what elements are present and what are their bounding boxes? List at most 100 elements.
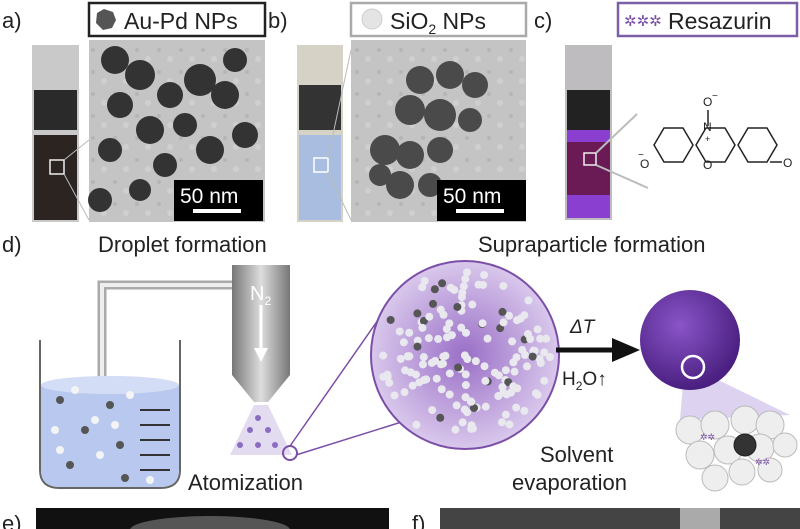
zoom-box (583, 152, 597, 166)
nozzle-tip (232, 375, 290, 402)
au-pd-particle (438, 279, 447, 288)
resazurin-structure (653, 110, 782, 163)
silica-particle (458, 418, 467, 427)
panel-f-highlight (680, 508, 720, 529)
silica-particle (468, 424, 477, 433)
silica-particle (533, 390, 542, 399)
au-pd-particle (386, 315, 395, 324)
silica-particle (508, 337, 517, 346)
silica-particle (536, 334, 545, 343)
silica-particle (483, 334, 492, 343)
silica-particle (461, 370, 470, 379)
silica-particle (533, 325, 542, 334)
evaporation-label: evaporation (512, 470, 627, 495)
silica-particle (379, 351, 388, 360)
silica-particle (403, 352, 412, 361)
au-pd-particle (496, 324, 505, 333)
resazurin-marker: ✲✲ (755, 457, 770, 467)
silica-particle (413, 336, 422, 345)
au-pd-particle (454, 363, 463, 372)
cuvette-cap-shadow (34, 90, 77, 130)
silica-particle (540, 348, 549, 357)
silica-particle (432, 374, 441, 383)
cuvette-cap-shadow (299, 85, 341, 130)
spray-droplets (237, 415, 278, 448)
panel-a-label: a) (2, 8, 22, 33)
silica-particle (419, 353, 428, 362)
au-pd-particle (498, 307, 507, 316)
silica-particle (505, 311, 514, 320)
zoom-line (327, 171, 352, 221)
silica-particle (415, 378, 424, 387)
supraparticle (640, 290, 740, 390)
silica-particle (480, 362, 489, 371)
silica-particle (467, 397, 476, 406)
silica-particle (445, 369, 454, 378)
silica-particle (481, 376, 490, 385)
cuvette-liquid (299, 135, 341, 220)
silica-particle (507, 388, 516, 397)
silica-particle (498, 383, 507, 392)
liquid-surface (41, 376, 179, 394)
panel-b: b) SiO2 NPs 50 nm (268, 1, 528, 222)
panel-b-label: b) (268, 8, 288, 33)
charge-plus: + (705, 134, 710, 144)
panel-a: a) Au-Pd NPs 50 nm (2, 1, 267, 222)
cuvette-bottom (567, 195, 610, 218)
silica-particle (459, 282, 468, 291)
silica-particle (445, 390, 454, 399)
au-pd-particle (430, 285, 439, 294)
cuvette-liquid (34, 135, 77, 220)
silica-particle (497, 418, 506, 427)
supraparticle-cross-section (675, 405, 798, 492)
au-pd-particle (436, 413, 445, 422)
silica-particle (461, 393, 470, 402)
silica-particle (412, 420, 421, 429)
beaker-particles (51, 386, 154, 484)
sio2-particles (369, 61, 488, 199)
atomization-label: Atomization (188, 470, 303, 495)
silica-particle (501, 410, 510, 419)
silica-particle (458, 288, 467, 297)
silica-particle (385, 378, 394, 387)
delta-t-label: ΔT (569, 317, 596, 338)
silica-particle (461, 381, 470, 390)
au-pd-particle (413, 309, 422, 318)
silica-particle (523, 330, 532, 339)
panel-f-label: f) (412, 511, 425, 529)
silica-particle (418, 360, 427, 369)
resazurin-legend-text: Resazurin (668, 8, 772, 34)
silica-particle (420, 276, 429, 285)
panel-d-label: d) (2, 232, 22, 257)
silica-particle (450, 285, 459, 294)
water-label: H2O↑ (562, 369, 607, 393)
silica-particle (540, 376, 549, 385)
silica-particle (520, 311, 529, 320)
atom-o-left: O (640, 157, 649, 171)
silica-particle (513, 384, 522, 393)
silica-particle (460, 405, 469, 414)
silica-particle (478, 319, 487, 328)
silica-particle (408, 381, 417, 390)
au-pd-particle (469, 403, 478, 412)
gas-flow-arrowhead (254, 348, 268, 362)
silica-particle (524, 296, 533, 305)
silica-particle (499, 281, 508, 290)
silica-particle (512, 353, 521, 362)
scale-bar-label: 50 nm (180, 185, 238, 208)
silica-particle (383, 370, 392, 379)
silica-particle (463, 268, 472, 277)
silica-particle (443, 333, 452, 342)
silica-particle (425, 312, 434, 321)
resazurin-icon: ✲✲✲ (624, 13, 662, 30)
silica-particle (401, 366, 410, 375)
silica-particle (427, 358, 436, 367)
au-pd-particle (453, 302, 462, 311)
solvent-label: Solvent (540, 442, 613, 467)
beaker-graduations (140, 409, 170, 471)
zoom-line (595, 164, 649, 189)
silica-particle (481, 402, 490, 411)
silica-particle (411, 370, 420, 379)
droplet-formation-title: Droplet formation (98, 232, 267, 257)
beaker (39, 340, 181, 489)
